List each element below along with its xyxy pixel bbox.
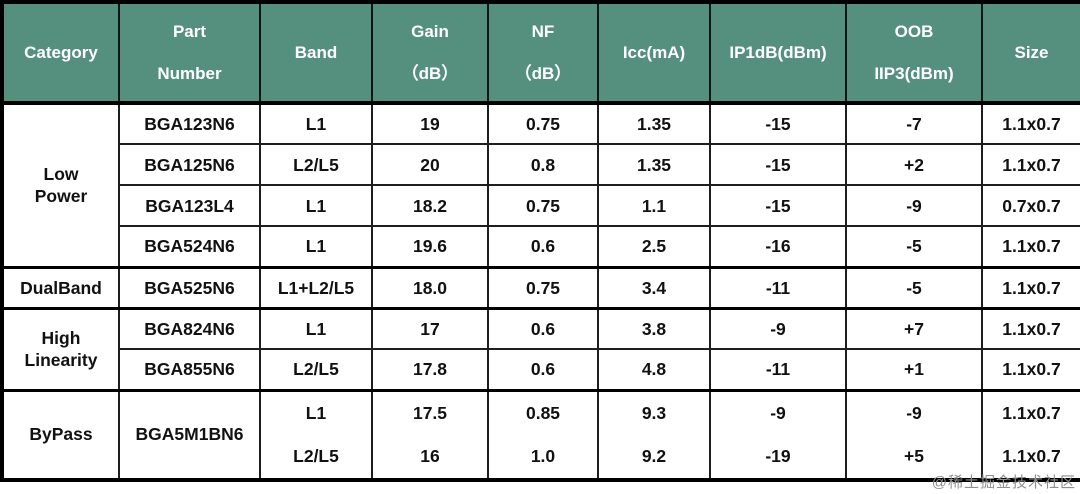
gain-cell: 17 xyxy=(371,306,489,350)
oob-iip3-cell: +1 xyxy=(845,348,983,391)
oob-iip3-cell: -9 +5 xyxy=(845,388,983,481)
icc-cell: 3.4 xyxy=(597,265,711,309)
oob-iip3-cell: +7 xyxy=(845,306,983,350)
part-number-cell: BGA123N6 xyxy=(118,102,261,145)
band-cell: L2/L5 xyxy=(259,348,373,391)
nf-cell: 0.85 1.0 xyxy=(487,388,599,481)
col-header-category: Category xyxy=(1,1,120,105)
watermark: @稀土掘金技术社区 xyxy=(931,474,1076,491)
size-cell: 1.1x0.7 xyxy=(981,143,1080,186)
table-row: Low Power BGA123N6 L1 19 0.75 1.35 -15 -… xyxy=(1,102,1080,268)
category-cell: Low Power xyxy=(1,102,120,268)
part-number-cell: BGA5M1BN6 xyxy=(118,388,261,481)
col-header-ip1db: IP1dB(dBm) xyxy=(709,1,847,105)
ip1db-cell: -9 -19 xyxy=(709,388,847,481)
gain-cell: 17.8 xyxy=(371,348,489,391)
size-cell: 1.1x0.7 xyxy=(981,265,1080,309)
gain-cell: 17.5 16 xyxy=(371,388,489,481)
icc-cell: 4.8 xyxy=(597,348,711,391)
gain-cell: 18.0 xyxy=(371,265,489,309)
category-cell: ByPass xyxy=(1,388,120,481)
oob-iip3-cell: +2 xyxy=(845,143,983,186)
part-number-cell: BGA524N6 xyxy=(118,225,261,268)
ip1db-cell: -11 xyxy=(709,348,847,391)
category-cell: DualBand xyxy=(1,265,120,309)
oob-iip3-cell: -9 xyxy=(845,184,983,227)
size-cell: 0.7x0.7 xyxy=(981,184,1080,227)
table-row: BGA123L4 L1 18.2 0.75 1.1 -15 -9 0.7x0.7 xyxy=(2,184,1080,227)
size-cell: 1.1x0.7 xyxy=(981,348,1080,391)
part-number-cell: BGA123L4 xyxy=(118,184,261,227)
table-row: High Linearity BGA824N6 L1 17 0.6 3.8 -9… xyxy=(1,306,1080,391)
part-number-cell: BGA824N6 xyxy=(118,306,261,350)
gain-cell: 20 xyxy=(371,143,489,186)
band-cell: L1+L2/L5 xyxy=(259,265,373,309)
col-header-band: Band xyxy=(259,1,373,105)
table-row: BGA855N6 L2/L5 17.8 0.6 4.8 -11 +1 1.1x0… xyxy=(2,348,1080,391)
icc-cell: 1.35 xyxy=(597,102,711,145)
band-cell: L1 xyxy=(259,102,373,145)
gain-cell: 18.2 xyxy=(371,184,489,227)
table-header: Category Part Number Band Gain （dB） NF （… xyxy=(1,1,1080,105)
oob-iip3-cell: -5 xyxy=(845,225,983,268)
band-cell: L1 xyxy=(259,184,373,227)
part-number-cell: BGA855N6 xyxy=(118,348,261,391)
table-row: ByPass BGA5M1BN6 L1 L2/L5 17.5 16 0.85 1… xyxy=(1,388,1080,481)
header-row: Category Part Number Band Gain （dB） NF （… xyxy=(1,1,1080,105)
icc-cell: 1.35 xyxy=(597,143,711,186)
band-cell: L2/L5 xyxy=(259,143,373,186)
ip1db-cell: -11 xyxy=(709,265,847,309)
lna-spec-table: Category Part Number Band Gain （dB） NF （… xyxy=(0,0,1080,482)
band-cell: L1 xyxy=(259,225,373,268)
part-number-cell: BGA125N6 xyxy=(118,143,261,186)
nf-cell: 0.75 xyxy=(487,184,599,227)
nf-cell: 0.8 xyxy=(487,143,599,186)
ip1db-cell: -9 xyxy=(709,306,847,350)
col-header-gain: Gain （dB） xyxy=(371,1,489,105)
gain-cell: 19.6 xyxy=(371,225,489,268)
size-cell: 1.1x0.7 1.1x0.7 xyxy=(981,388,1080,481)
table-row: BGA125N6 L2/L5 20 0.8 1.35 -15 +2 1.1x0.… xyxy=(2,143,1080,186)
gain-cell: 19 xyxy=(371,102,489,145)
nf-cell: 0.6 xyxy=(487,225,599,268)
col-header-icc: Icc(mA) xyxy=(597,1,711,105)
col-header-size: Size xyxy=(981,1,1080,105)
col-header-oob-iip3: OOB IIP3(dBm) xyxy=(845,1,983,105)
category-cell: High Linearity xyxy=(1,306,120,391)
ip1db-cell: -16 xyxy=(709,225,847,268)
col-header-part-number: Part Number xyxy=(118,1,261,105)
nf-cell: 0.75 xyxy=(487,265,599,309)
icc-cell: 2.5 xyxy=(597,225,711,268)
ip1db-cell: -15 xyxy=(709,102,847,145)
size-cell: 1.1x0.7 xyxy=(981,225,1080,268)
oob-iip3-cell: -5 xyxy=(845,265,983,309)
oob-iip3-cell: -7 xyxy=(845,102,983,145)
band-cell: L1 L2/L5 xyxy=(259,388,373,481)
col-header-nf: NF （dB） xyxy=(487,1,599,105)
nf-cell: 0.75 xyxy=(487,102,599,145)
table-row: BGA524N6 L1 19.6 0.6 2.5 -16 -5 1.1x0.7 xyxy=(2,225,1080,268)
size-cell: 1.1x0.7 xyxy=(981,306,1080,350)
icc-cell: 9.3 9.2 xyxy=(597,388,711,481)
size-cell: 1.1x0.7 xyxy=(981,102,1080,145)
ip1db-cell: -15 xyxy=(709,143,847,186)
table-row: DualBand BGA525N6 L1+L2/L5 18.0 0.75 3.4… xyxy=(1,265,1080,309)
nf-cell: 0.6 xyxy=(487,306,599,350)
table-body: Low Power BGA123N6 L1 19 0.75 1.35 -15 -… xyxy=(1,102,1080,481)
part-number-cell: BGA525N6 xyxy=(118,265,261,309)
nf-cell: 0.6 xyxy=(487,348,599,391)
ip1db-cell: -15 xyxy=(709,184,847,227)
icc-cell: 3.8 xyxy=(597,306,711,350)
band-cell: L1 xyxy=(259,306,373,350)
icc-cell: 1.1 xyxy=(597,184,711,227)
